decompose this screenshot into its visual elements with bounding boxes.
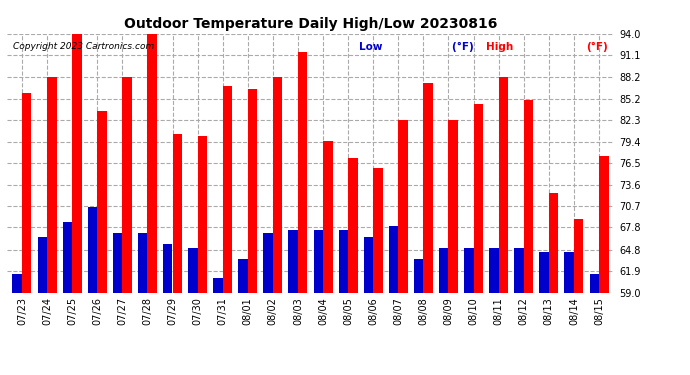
Bar (499, 76, 509, 292)
Bar (238, 259, 248, 292)
Bar (213, 278, 223, 292)
Bar (589, 274, 599, 292)
Bar (373, 168, 383, 292)
Bar (122, 76, 132, 292)
Bar (388, 226, 398, 292)
Bar (223, 86, 233, 292)
Bar (540, 252, 549, 292)
Bar (138, 233, 148, 292)
Bar (448, 120, 458, 292)
Bar (37, 237, 47, 292)
Bar (63, 222, 72, 292)
Bar (323, 141, 333, 292)
Bar (22, 93, 32, 292)
Title: Outdoor Temperature Daily High/Low 20230816: Outdoor Temperature Daily High/Low 20230… (124, 17, 497, 31)
Bar (88, 207, 97, 292)
Bar (197, 136, 207, 292)
Bar (298, 52, 308, 292)
Text: (°F): (°F) (452, 42, 477, 52)
Bar (414, 259, 424, 292)
Bar (47, 76, 57, 292)
Text: Copyright 2023 Cartronics.com: Copyright 2023 Cartronics.com (13, 42, 155, 51)
Bar (364, 237, 373, 292)
Bar (489, 248, 499, 292)
Bar (424, 83, 433, 292)
Bar (288, 230, 298, 292)
Bar (12, 274, 22, 292)
Bar (188, 248, 197, 292)
Bar (264, 233, 273, 292)
Bar (313, 230, 323, 292)
Bar (348, 158, 357, 292)
Bar (599, 156, 609, 292)
Bar (97, 111, 107, 292)
Bar (72, 34, 81, 292)
Bar (439, 248, 449, 292)
Bar (398, 120, 408, 292)
Bar (339, 230, 348, 292)
Bar (514, 248, 524, 292)
Bar (248, 89, 257, 292)
Text: (°F): (°F) (586, 42, 608, 52)
Bar (273, 76, 282, 292)
Bar (574, 219, 584, 292)
Bar (172, 134, 182, 292)
Bar (464, 248, 473, 292)
Bar (148, 34, 157, 292)
Bar (564, 252, 574, 292)
Bar (112, 233, 122, 292)
Text: High: High (486, 42, 517, 51)
Bar (549, 193, 558, 292)
Bar (524, 100, 533, 292)
Bar (163, 244, 172, 292)
Bar (473, 104, 483, 292)
Text: Low: Low (359, 42, 386, 51)
